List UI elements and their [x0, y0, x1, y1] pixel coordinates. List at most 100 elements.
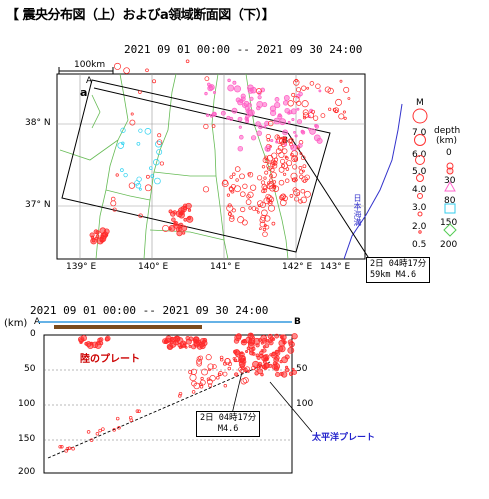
hypocenter-mark: [271, 337, 276, 341]
hypocenter-mark: [280, 199, 287, 206]
hypocenter-mark: [213, 91, 216, 94]
hypocenter-mark: [291, 367, 295, 371]
hypocenter-mark: [110, 196, 116, 202]
hypocenter-mark: [129, 119, 136, 126]
hypocenter-mark: [265, 133, 271, 140]
hypocenter-mark: [115, 416, 120, 421]
hypocenter-mark: [199, 385, 204, 389]
hypocenter-mark: [234, 350, 241, 357]
hypocenter-mark: [261, 209, 268, 217]
hypocenter-mark: [145, 68, 149, 73]
hypocenter-mark: [290, 172, 298, 180]
lon-label-143: 143° E: [320, 262, 351, 272]
hypocenter-mark: [299, 174, 304, 180]
hypocenter-mark: [251, 206, 257, 211]
hypocenter-mark: [292, 155, 298, 161]
hypocenter-mark: [71, 447, 75, 451]
hypocenter-mark: [128, 182, 136, 189]
hypocenter-mark: [282, 129, 288, 136]
hypocenter-mark: [296, 119, 303, 125]
hypocenter-mark: [296, 107, 300, 111]
hypocenter-mark: [219, 357, 224, 362]
hypocenter-mark: [276, 135, 280, 139]
hypocenter-mark: [270, 171, 277, 179]
hypocenter-mark: [306, 86, 310, 90]
hypocenter-mark: [273, 157, 279, 162]
hypocenter-mark: [293, 196, 300, 202]
hypocenter-mark: [177, 224, 182, 229]
hypocenter-mark: [176, 337, 184, 345]
hypocenter-mark: [243, 100, 250, 107]
hypocenter-mark: [95, 432, 100, 436]
hypocenter-mark: [304, 190, 311, 198]
page-title: 【 震央分布図（上）およびa領域断面図（下）】: [6, 8, 275, 23]
hypocenter-mark: [264, 224, 270, 230]
hypocenter-mark: [302, 179, 307, 183]
hypocenter-mark: [312, 115, 319, 121]
hypocenter-mark: [267, 333, 273, 339]
hypocenter-mark: [273, 117, 281, 125]
section-y-unit: (km): [4, 318, 28, 329]
hypocenter-mark: [263, 155, 269, 160]
hypocenter-mark: [79, 340, 83, 345]
legend-depth-unit: (km): [436, 136, 458, 146]
hypocenter-mark: [260, 180, 266, 185]
hypocenter-mark: [60, 444, 64, 449]
hypocenter-mark: [300, 188, 306, 194]
hypocenter-mark: [271, 221, 276, 226]
hypocenter-mark: [205, 113, 210, 117]
hypocenter-mark: [239, 173, 245, 180]
hypocenter-mark: [232, 357, 236, 360]
hypocenter-mark: [240, 96, 246, 102]
legend-mag-3: 3.0: [412, 203, 427, 213]
hypocenter-mark: [234, 334, 242, 342]
hypocenter-mark: [278, 166, 285, 173]
hypocenter-mark: [80, 334, 87, 342]
hypocenter-mark: [291, 92, 296, 97]
hypocenter-mark: [188, 370, 193, 375]
hypocenter-mark: [292, 96, 300, 103]
hypocenter-mark: [245, 349, 249, 354]
hypocenter-mark: [255, 88, 262, 95]
hypocenter-mark: [247, 108, 251, 112]
hypocenter-mark: [256, 210, 260, 214]
legend-depth-80: 80: [444, 196, 456, 206]
hypocenter-mark: [281, 162, 288, 169]
hypocenter-mark: [235, 97, 241, 103]
hypocenter-mark: [318, 89, 322, 93]
hypocenter-mark: [279, 371, 284, 376]
hypocenter-mark: [313, 134, 321, 142]
hypocenter-mark: [281, 356, 288, 364]
hypocenter-mark: [249, 184, 257, 191]
hypocenter-mark: [168, 209, 173, 214]
hypocenter-mark: [183, 205, 188, 210]
hypocenter-mark: [220, 110, 226, 116]
hypocenter-mark: [263, 362, 270, 369]
hypocenter-mark: [238, 357, 242, 361]
hypocenter-mark: [227, 361, 233, 367]
hypocenter-mark: [156, 139, 163, 145]
hypocenter-mark: [256, 100, 264, 108]
hypocenter-mark: [264, 170, 269, 175]
hypocenter-mark: [277, 346, 284, 352]
hypocenter-mark: [234, 166, 241, 172]
hypocenter-mark: [284, 107, 290, 114]
hypocenter-mark: [262, 188, 268, 193]
section-end-a: A: [34, 317, 41, 327]
section-end-b: B: [294, 317, 301, 327]
hypocenter-mark: [201, 340, 208, 347]
hypocenter-mark: [228, 216, 235, 222]
hypocenter-mark: [130, 112, 134, 116]
hypocenter-mark: [293, 131, 296, 134]
hypocenter-mark: [296, 87, 302, 93]
legend-mag-6: 6.0: [412, 150, 427, 160]
hypocenter-mark: [246, 84, 254, 92]
hypocenter-mark: [86, 430, 91, 434]
hypocenter-mark: [150, 174, 155, 178]
hypocenter-mark: [219, 355, 224, 360]
hypocenter-mark: [120, 168, 124, 172]
hypocenter-mark: [241, 355, 246, 361]
section-y-50-right: 50: [296, 364, 308, 374]
hypocenter-mark: [293, 189, 301, 196]
hypocenter-mark: [178, 345, 182, 349]
